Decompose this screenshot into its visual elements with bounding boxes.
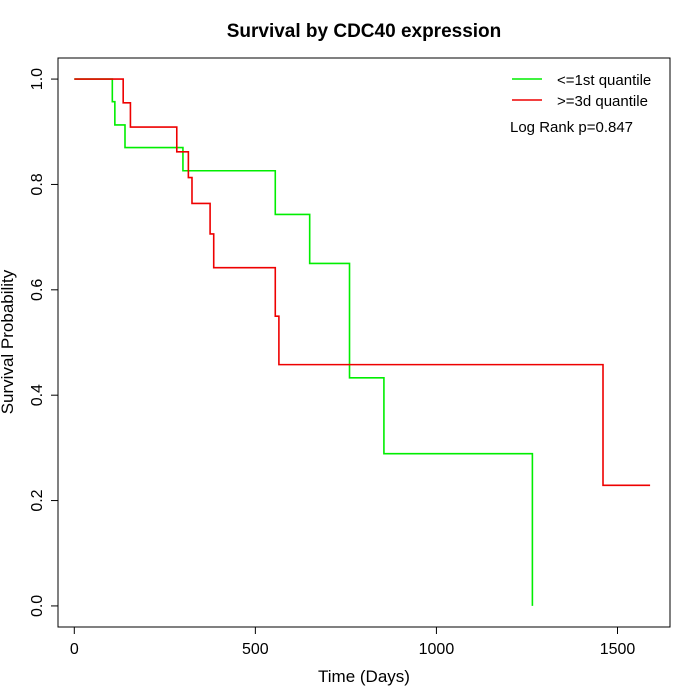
legend-label-series-2: >=3d quantile bbox=[557, 93, 648, 110]
plot-frame bbox=[57, 57, 671, 628]
legend: <=1st quantile >=3d quantile bbox=[512, 72, 651, 110]
log-rank-annotation: Log Rank p=0.847 bbox=[510, 119, 633, 136]
y-tick-label: 0.8 bbox=[29, 173, 46, 195]
series-layer bbox=[74, 78, 651, 606]
y-tick-label: 1.0 bbox=[29, 68, 46, 90]
y-tick-label: 0.0 bbox=[29, 595, 46, 617]
survival-curve-series-1 bbox=[74, 78, 534, 606]
legend-label-series-1: <=1st quantile bbox=[557, 72, 651, 89]
y-tick-label: 0.4 bbox=[29, 384, 46, 406]
y-axis: 0.0 0.2 0.4 0.6 0.8 1.0 bbox=[29, 68, 59, 617]
x-axis-title: Time (Days) bbox=[318, 667, 410, 686]
x-tick-label: 0 bbox=[70, 641, 79, 658]
chart-title: Survival by CDC40 expression bbox=[227, 21, 502, 42]
y-axis-title: Survival Probability bbox=[0, 269, 17, 414]
x-axis: 0 500 1000 1500 bbox=[70, 626, 636, 658]
y-tick-label: 0.2 bbox=[29, 489, 46, 511]
x-tick-label: 1500 bbox=[600, 641, 636, 658]
x-tick-label: 500 bbox=[242, 641, 269, 658]
x-tick-label: 1000 bbox=[419, 641, 455, 658]
survival-curve-series-2 bbox=[74, 78, 651, 487]
y-tick-label: 0.6 bbox=[29, 279, 46, 301]
